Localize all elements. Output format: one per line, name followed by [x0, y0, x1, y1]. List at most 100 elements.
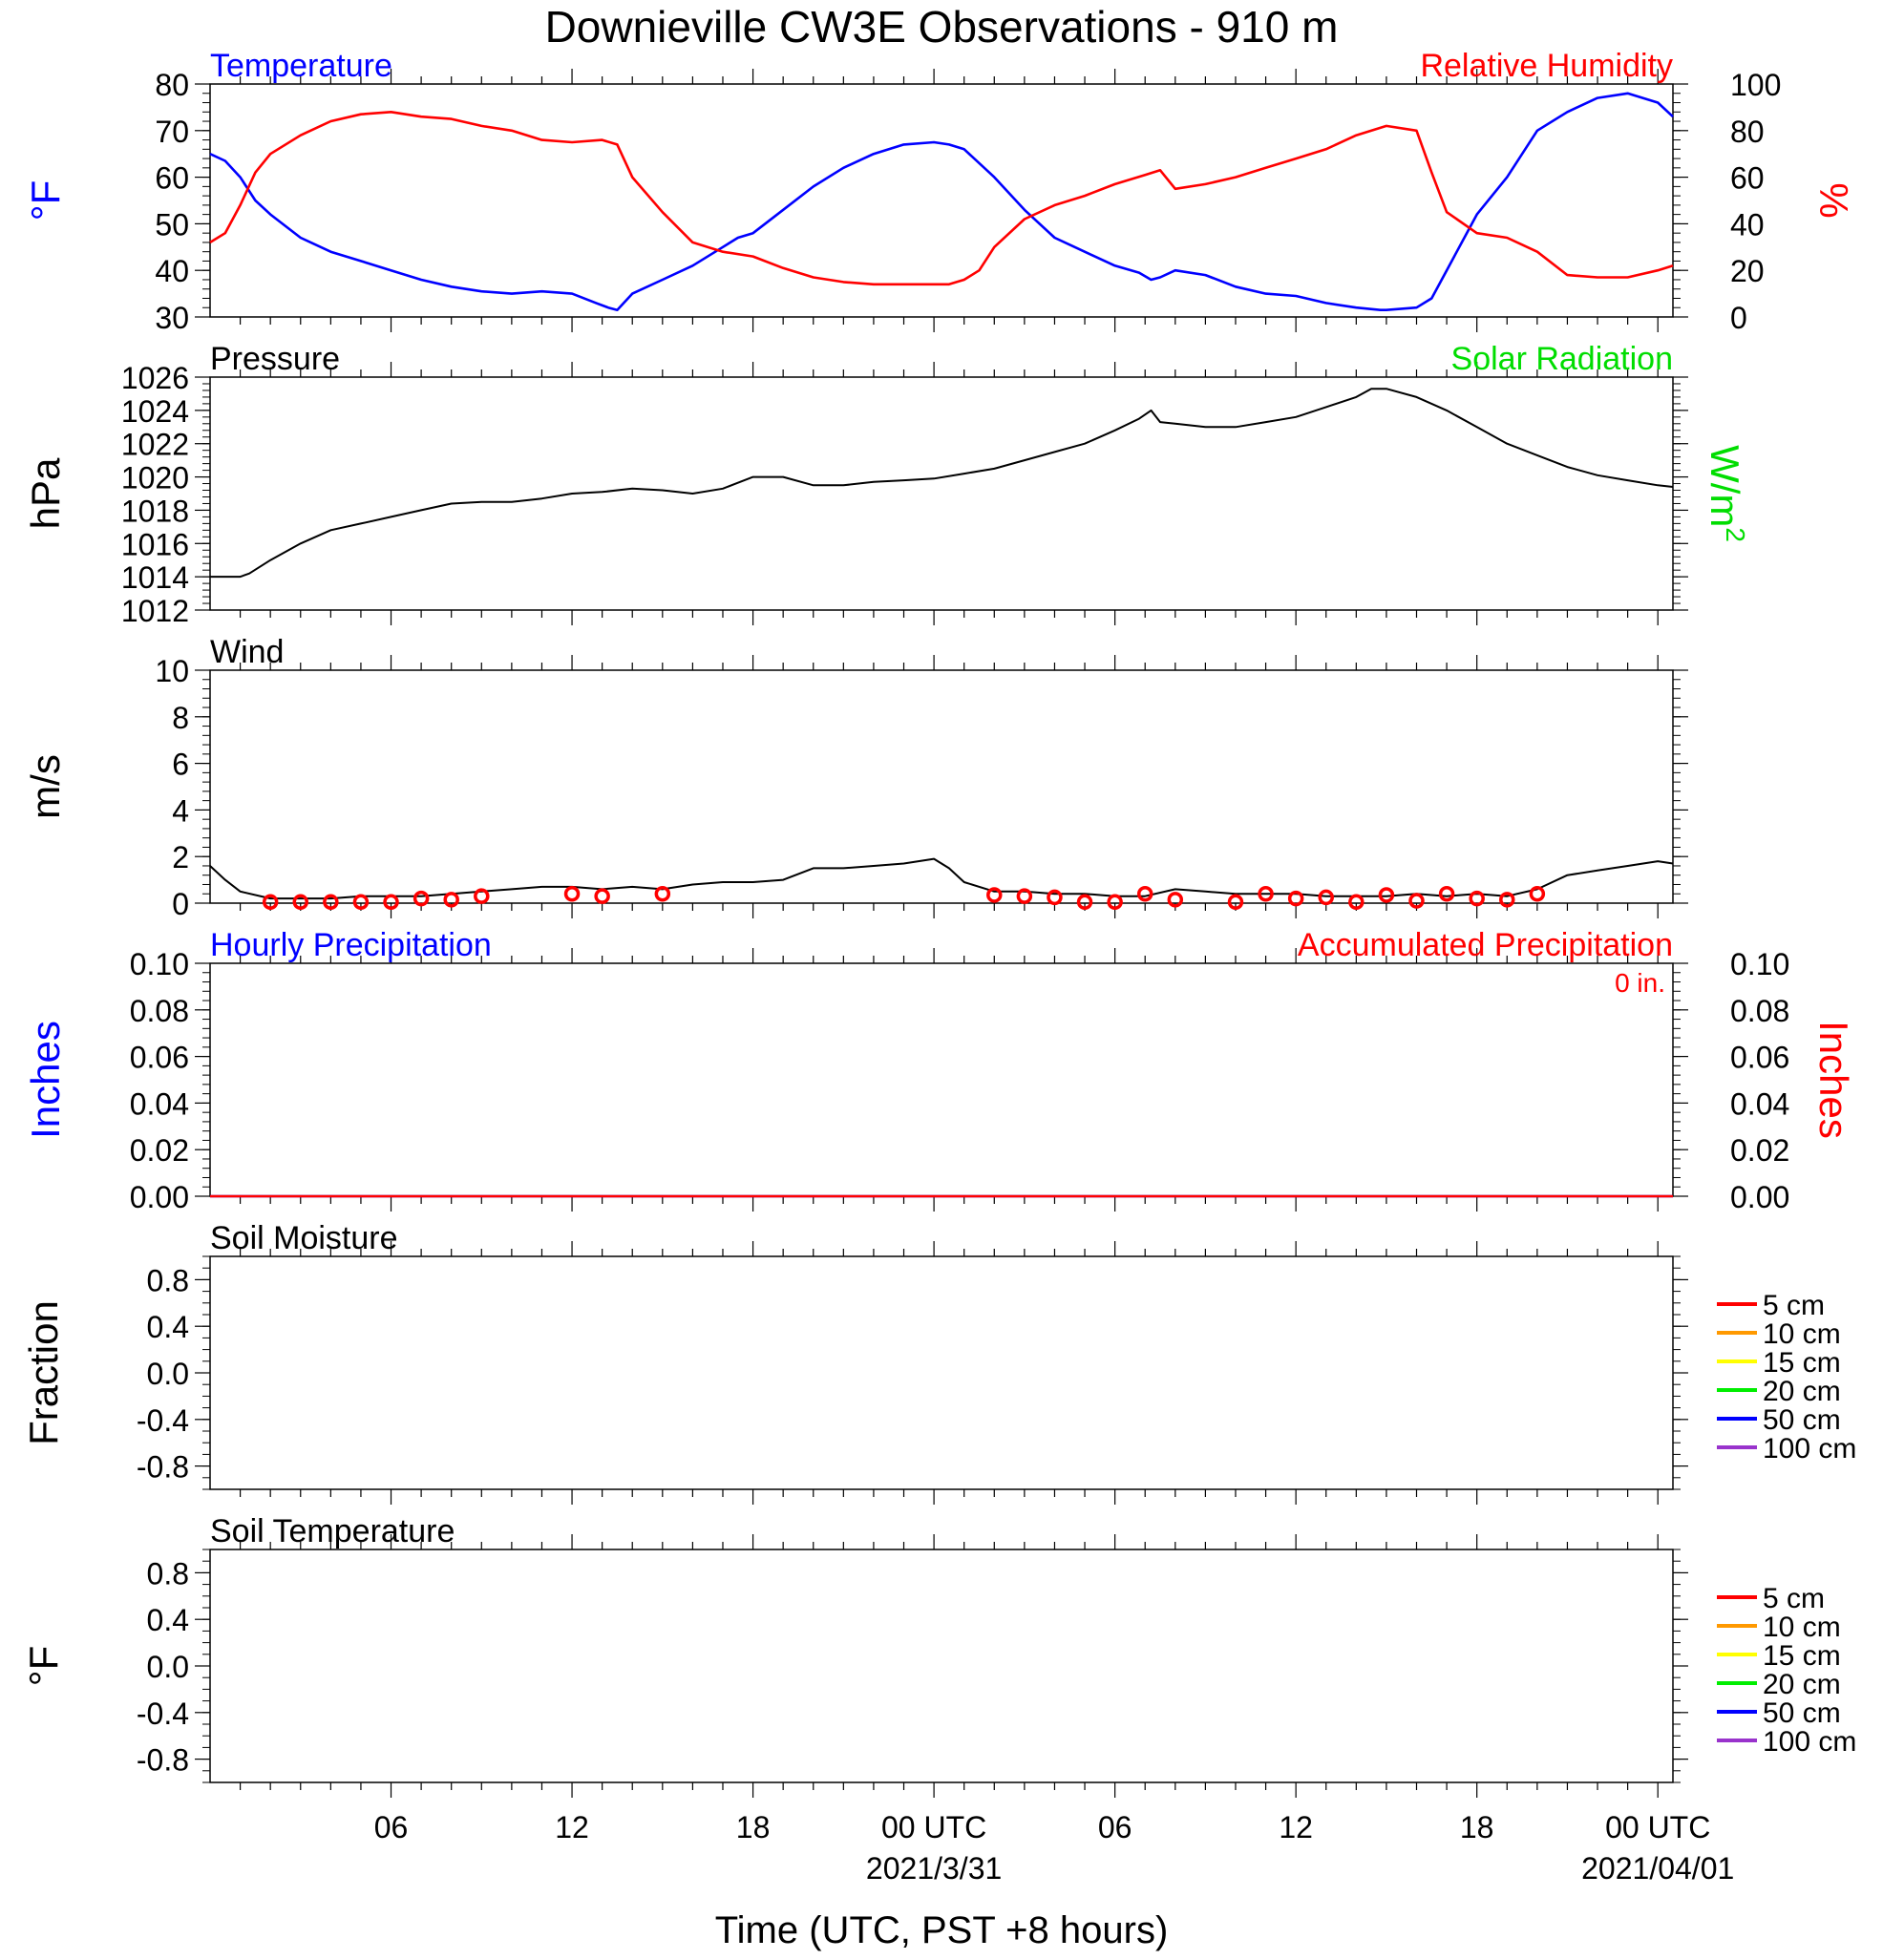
x-tick-label: 00 UTC	[1605, 1810, 1710, 1844]
legend-label: 20 cm	[1763, 1376, 1841, 1407]
y-right-tick-label: 0.00	[1730, 1180, 1789, 1214]
wind-marker	[1438, 885, 1455, 902]
y-tick-label: 1012	[121, 594, 189, 628]
y-tick-label: 10	[155, 654, 189, 688]
panel-left-title: Soil Temperature	[210, 1513, 455, 1549]
wind-marker	[1107, 894, 1123, 911]
y-axis-label-right: Inches	[1811, 1021, 1856, 1139]
y-right-tick-label: 60	[1730, 161, 1765, 196]
y-tick-label: 0.4	[147, 1603, 189, 1637]
legend-label: 20 cm	[1763, 1669, 1841, 1700]
wind-marker	[1348, 894, 1365, 911]
accumulation-annotation: 0 in.	[1615, 968, 1665, 998]
y-right-tick-label: 0.02	[1730, 1133, 1789, 1168]
y-tick-label: 0.8	[147, 1263, 189, 1297]
wind-marker	[1167, 892, 1184, 908]
wind-marker	[1136, 885, 1153, 902]
y-axis-label-right: W/m2	[1703, 445, 1750, 542]
x-tick-label: 12	[555, 1810, 589, 1844]
wind-marker	[1047, 889, 1063, 906]
unit-base: W/m	[1703, 445, 1747, 527]
panel-right-title: Accumulated Precipitation	[1298, 927, 1673, 963]
x-tick-label: 12	[1279, 1810, 1313, 1844]
panel-left-title: Temperature	[210, 48, 392, 84]
x-tick-label: 06	[1098, 1810, 1132, 1844]
wind-marker	[292, 894, 309, 911]
plot-frame	[209, 83, 1674, 318]
y-tick-label: 8	[172, 701, 189, 735]
wind-marker	[1408, 893, 1425, 909]
time-axis: 06 12 18 00 UTC 2021/3/31 06 12 18 00 UTC 2021/04…	[374, 1810, 1735, 1886]
legend-label: 50 cm	[1763, 1697, 1841, 1729]
legend-label: 5 cm	[1763, 1583, 1825, 1614]
y-tick-label: 0.4	[147, 1310, 189, 1344]
wind-marker	[1378, 887, 1395, 903]
plot-frame	[209, 962, 1674, 1197]
y-tick-label: 0.8	[147, 1556, 189, 1591]
wind-marker	[323, 894, 339, 911]
y-tick-label: 1014	[121, 560, 189, 595]
panel-temperature-humidity: 30 40 50 60 70 80 0 20 40 60 80 100 Temperature Relat…	[23, 48, 1856, 335]
unit-exponent: 2	[1721, 527, 1750, 542]
y-right-tick-label: 100	[1730, 68, 1781, 102]
series-line-relative-humidity	[209, 111, 1674, 286]
y-tick-label: 1018	[121, 494, 189, 528]
y-tick-label: 4	[172, 793, 189, 828]
y-tick-label: 0.00	[130, 1180, 189, 1214]
plot-frame	[209, 1255, 1674, 1490]
figure-title: Downieville CW3E Observations - 910 m	[545, 2, 1339, 52]
wind-marker	[1076, 894, 1093, 911]
wind-marker	[563, 885, 581, 902]
y-tick-label: 0.10	[130, 947, 189, 981]
wind-marker	[1499, 892, 1515, 908]
wind-marker	[654, 885, 671, 902]
x-tick-label: 18	[1460, 1810, 1494, 1844]
y-tick-label: 1022	[121, 428, 189, 462]
panel-left-title: Wind	[210, 634, 284, 670]
legend-label: 15 cm	[1763, 1640, 1841, 1672]
y-tick-label: 1020	[121, 461, 189, 495]
y-tick-label: 40	[155, 254, 189, 288]
panel-right-title: Solar Radiation	[1451, 341, 1673, 377]
wind-marker	[1469, 890, 1485, 907]
legend-label: 15 cm	[1763, 1347, 1841, 1379]
wind-marker	[443, 892, 459, 908]
wind-marker	[594, 888, 610, 904]
y-tick-label: -0.4	[137, 1697, 189, 1731]
y-tick-label: 0.04	[130, 1086, 189, 1121]
y-tick-label: 80	[155, 68, 189, 102]
plot-frame	[209, 1549, 1674, 1783]
y-tick-label: 50	[155, 207, 189, 242]
wind-marker	[1287, 890, 1304, 907]
plot-frame	[209, 376, 1674, 611]
y-tick-label: 2	[172, 840, 189, 875]
y-tick-label: 1026	[121, 361, 189, 395]
y-tick-label: 30	[155, 301, 189, 335]
y-tick-label: -0.8	[137, 1743, 189, 1778]
y-axis-label: hPa	[23, 457, 68, 529]
wind-marker	[413, 890, 430, 907]
panel-left-title: Soil Moisture	[210, 1220, 398, 1256]
panel-left-title: Hourly Precipitation	[210, 927, 492, 963]
legend-label: 100 cm	[1763, 1726, 1856, 1758]
y-axis-label: m/s	[23, 754, 68, 819]
y-tick-label: 0.0	[147, 1357, 189, 1391]
y-right-tick-label: 0.04	[1730, 1086, 1789, 1121]
wind-marker	[1318, 889, 1334, 906]
wind-marker	[262, 894, 279, 911]
wind-marker	[1529, 885, 1546, 902]
wind-marker	[383, 894, 399, 911]
wind-marker	[352, 894, 370, 911]
y-tick-label: 70	[155, 115, 189, 149]
panel-left-title: Pressure	[210, 341, 340, 377]
wind-marker	[474, 888, 490, 904]
y-tick-label: 0.06	[130, 1041, 189, 1075]
y-tick-label: 6	[172, 748, 189, 782]
x-tick-label: 06	[374, 1810, 409, 1844]
wind-marker	[1227, 894, 1244, 911]
panel-soil-moisture: -0.8 -0.4 0.0 0.4 0.8 Soil Moisture Fraction 5 …	[21, 1220, 1856, 1505]
y-axis-label: °F	[23, 180, 68, 221]
y-axis-label-right: %	[1811, 182, 1856, 218]
